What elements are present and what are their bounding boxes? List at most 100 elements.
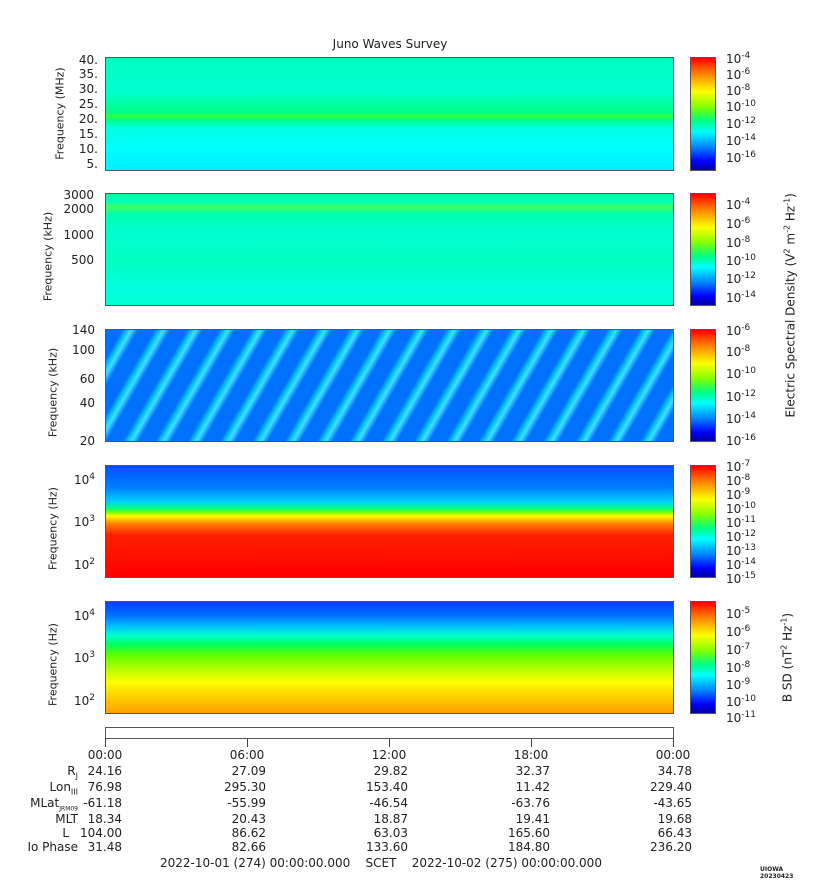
ephemeris-value: 165.60 — [508, 826, 550, 840]
time-axis-tick — [531, 739, 532, 747]
cbar-2-tick: 10-14 — [726, 290, 756, 305]
colorbar-3 — [690, 329, 716, 442]
panel-1-ytick: 10. — [78, 142, 98, 156]
cbar-2-tick: 10-6 — [726, 216, 751, 231]
panel-5-ytick: 103 — [73, 650, 95, 665]
ephemeris-value: -61.18 — [83, 796, 122, 810]
spectrogram-panel-5 — [105, 601, 674, 714]
x-tick-label: 18:00 — [513, 748, 549, 762]
ephemeris-value: 86.62 — [231, 826, 266, 840]
panel-4-ytick: 102 — [73, 557, 95, 572]
panel-1-ytick: 20. — [78, 112, 98, 126]
cbar-4-tick: 10-13 — [726, 543, 756, 558]
panel-2-ytick: 2000 — [63, 202, 94, 216]
ephemeris-value: 24.16 — [87, 764, 122, 778]
cbar-5-tick: 10-5 — [726, 606, 751, 621]
panel-1-ytick: 15. — [78, 127, 98, 141]
ephemeris-value: 76.98 — [87, 780, 122, 794]
panel-2-ytick: 1000 — [63, 228, 94, 242]
cbar-3-tick: 10-12 — [726, 389, 756, 404]
time-axis-tick — [673, 739, 674, 747]
ephemeris-value: 27.09 — [231, 764, 266, 778]
ephemeris-value: 229.40 — [650, 780, 692, 794]
x-tick-label: 12:00 — [371, 748, 407, 762]
footer-start: 2022-10-01 (274) 00:00:00.000 — [160, 856, 351, 870]
cbar-1-tick: 10-10 — [726, 99, 756, 114]
time-axis-tick — [105, 739, 106, 747]
cbar-5-tick: 10-8 — [726, 660, 751, 675]
spectrogram-panel-4 — [105, 465, 674, 578]
time-axis-strip — [105, 727, 674, 739]
cbar-4-tick: 10-8 — [726, 473, 751, 488]
stamp: UIOWA 20230423 — [760, 866, 794, 880]
cbar-4-tick: 10-9 — [726, 487, 751, 502]
ephemeris-value: 19.68 — [657, 812, 692, 826]
panel-2-ytick: 3000 — [63, 188, 94, 202]
ephemeris-label-mlat: MLatJRM09 — [30, 796, 78, 813]
ephemeris-value: 32.37 — [515, 764, 550, 778]
panel-1-ytick: 35. — [78, 67, 98, 81]
ephemeris-value: 66.43 — [657, 826, 692, 840]
panel-3-ytick: 20 — [79, 434, 95, 448]
cbar-2-tick: 10-8 — [726, 235, 751, 250]
ephemeris-label-mlt: MLT — [55, 812, 78, 826]
ephemeris-label-rj: RJ — [67, 764, 78, 781]
ephemeris-value: -43.65 — [653, 796, 692, 810]
cbar-2-tick: 10-4 — [726, 197, 751, 212]
cbar-5-tick: 10-9 — [726, 677, 751, 692]
colorbar-2 — [690, 193, 716, 306]
panel-3-ytick: 100 — [72, 343, 95, 357]
ephemeris-value: 63.03 — [373, 826, 408, 840]
cbar-4-tick: 10-7 — [726, 459, 751, 474]
spectrogram-panel-1 — [105, 57, 674, 171]
footer-scet: SCET — [365, 856, 397, 870]
ephemeris-label-l: L — [62, 826, 69, 840]
spectrogram-panel-3 — [105, 329, 674, 442]
ephemeris-value: 104.00 — [80, 826, 122, 840]
cbar-3-tick: 10-6 — [726, 323, 751, 338]
panel-3-ytick: 40 — [79, 396, 95, 410]
chart-title: Juno Waves Survey — [332, 37, 448, 51]
panel-1-ytick: 5. — [86, 157, 98, 171]
ephemeris-label-lon: LonIII — [49, 780, 79, 797]
ephemeris-value: 20.43 — [231, 812, 266, 826]
cbar-1-tick: 10-14 — [726, 133, 756, 148]
panel-2-ytick: 500 — [71, 253, 94, 267]
colorbar-4 — [690, 465, 716, 578]
panel-5-ytick: 104 — [73, 608, 95, 623]
panel-3-ytick: 60 — [79, 372, 95, 386]
cbar-5-tick: 10-10 — [726, 694, 756, 709]
footer-end: 2022-10-02 (275) 00:00:00.000 — [411, 856, 602, 870]
ephemeris-value: 236.20 — [650, 840, 692, 854]
cbar-1-tick: 10-8 — [726, 83, 751, 98]
ephemeris-value: -46.54 — [369, 796, 408, 810]
panel-4-ytick: 104 — [73, 472, 95, 487]
ephemeris-value: 11.42 — [515, 780, 550, 794]
ephemeris-label-io-phase: Io Phase — [27, 840, 78, 854]
x-tick-label: 00:00 — [655, 748, 691, 762]
ephemeris-value: 31.48 — [87, 840, 122, 854]
ephemeris-value: 18.87 — [373, 812, 408, 826]
panel-3-ytick: 140 — [72, 323, 95, 337]
x-tick-label: 00:00 — [87, 748, 123, 762]
ephemeris-value: 133.60 — [366, 840, 408, 854]
time-axis-tick — [247, 739, 248, 747]
cbar-5-tick: 10-6 — [726, 624, 751, 639]
ephemeris-value: 153.40 — [366, 780, 408, 794]
ephemeris-value: 19.41 — [515, 812, 550, 826]
magnetic-cbar-title: B SD (nT2 Hz-1) — [779, 612, 795, 703]
time-axis-tick — [389, 739, 390, 747]
panel-4-ytick: 103 — [73, 514, 95, 529]
ephemeris-value: 184.80 — [508, 840, 550, 854]
cbar-4-tick: 10-12 — [726, 529, 756, 544]
cbar-3-tick: 10-16 — [726, 433, 756, 448]
colorbar-5 — [690, 601, 716, 714]
cbar-2-tick: 10-10 — [726, 253, 756, 268]
ephemeris-value: 18.34 — [87, 812, 122, 826]
cbar-4-tick: 10-11 — [726, 515, 756, 530]
electric-cbar-title: Electric Spectral Density (V2 m-2 Hz-1) — [782, 193, 798, 418]
panel-1-ytick: 25. — [78, 97, 98, 111]
x-tick-label: 06:00 — [229, 748, 265, 762]
cbar-1-tick: 10-6 — [726, 67, 751, 82]
cbar-3-tick: 10-14 — [726, 411, 756, 426]
